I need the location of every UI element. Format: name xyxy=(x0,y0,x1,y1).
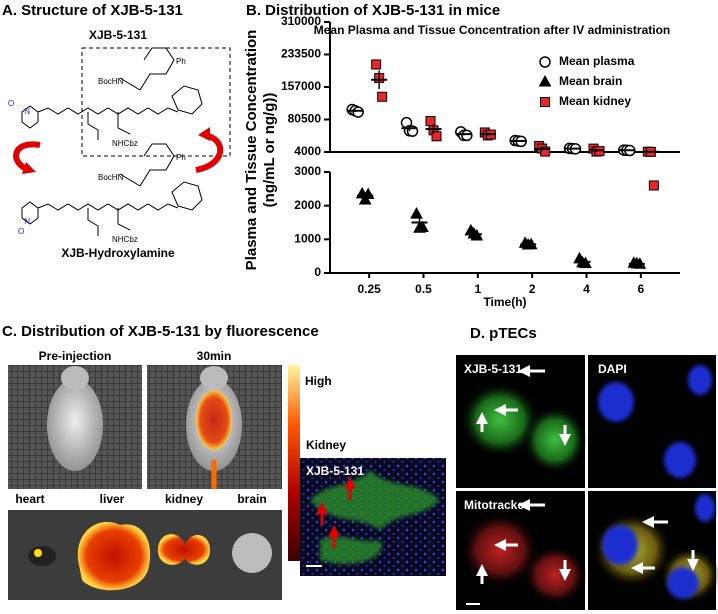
compound-name: XJB-Hydroxylamine xyxy=(61,246,175,260)
x-tick-label: 0.5 xyxy=(415,282,432,296)
atom-label: BocHN xyxy=(98,173,124,182)
panel-title: C. Distribution of XJB-5-131 by fluoresc… xyxy=(2,323,319,340)
x-axis-label: Time(h) xyxy=(483,295,526,309)
atom-label: BocHN xyxy=(98,77,124,86)
color-scale xyxy=(288,365,300,561)
organ-label: kidney xyxy=(165,492,203,506)
panel-c: C. Distribution of XJB-5-131 by fluoresc… xyxy=(2,323,446,600)
y-tick-label: 157000 xyxy=(281,79,321,93)
data-point xyxy=(431,131,442,142)
fluorescence xyxy=(34,549,42,557)
atom-label: O xyxy=(18,227,24,236)
y-axis-label: Plasma and Tissue Concentration xyxy=(243,30,260,271)
data-point xyxy=(377,91,388,102)
mouse xyxy=(47,379,103,471)
mouse xyxy=(61,366,89,390)
data-point xyxy=(410,207,423,219)
atom-label: N xyxy=(24,217,30,226)
photo-label: 30min xyxy=(197,349,232,363)
cell xyxy=(523,545,587,605)
arrows xyxy=(476,365,699,584)
legend-label: Mean brain xyxy=(559,74,622,88)
organ-label: liver xyxy=(100,492,125,506)
legend-marker xyxy=(539,56,551,68)
x-tick-label: 2 xyxy=(529,282,536,296)
y-tick-label: 2000 xyxy=(294,198,321,212)
channel-label: XJB-5-131 xyxy=(464,362,522,376)
organ-label: brain xyxy=(237,492,266,506)
y-tick-label: 80500 xyxy=(288,112,322,126)
panel-title: D. pTECs xyxy=(470,325,537,342)
micrograph-label: XJB-5-131 xyxy=(306,464,364,478)
scale-label: High xyxy=(305,374,332,388)
atom-label: NHCbz xyxy=(112,235,138,244)
reaction-arrow xyxy=(22,162,36,174)
structure-top xyxy=(21,47,203,140)
atom-label: O xyxy=(8,99,14,108)
fluorescence xyxy=(196,390,232,450)
panel-a: A. Structure of XJB-5-131 XJB-5-131 N O … xyxy=(2,2,231,260)
compound-name: XJB-5-131 xyxy=(89,28,147,42)
atom-label: Ph xyxy=(176,153,186,162)
x-tick-label: 1 xyxy=(474,282,481,296)
panel-d: D. pTECs XJB-5-131 DAPI Mitotracker xyxy=(456,325,718,610)
channel-label: Mitotracker xyxy=(464,498,529,512)
x-tick-label: 6 xyxy=(637,282,644,296)
y-tick-label: 233500 xyxy=(281,47,321,61)
nucleus xyxy=(688,365,712,395)
channel-label: DAPI xyxy=(598,362,627,376)
chart-subtitle: Mean Plasma and Tissue Concentration aft… xyxy=(314,23,671,37)
reaction-arrow xyxy=(198,127,210,141)
brain-organ xyxy=(232,533,272,573)
organ-label: heart xyxy=(15,492,44,506)
y-tick-label: 1000 xyxy=(294,232,321,246)
cell xyxy=(460,382,540,458)
atom-label: Ph xyxy=(176,57,186,66)
structure-bottom xyxy=(21,143,203,236)
atom-label: NHCbz xyxy=(112,139,138,148)
photo-label: Pre-injection xyxy=(39,349,112,363)
cell xyxy=(523,406,587,474)
panel-b: B. Distribution of XJB-5-131 in mice Mea… xyxy=(243,2,680,309)
atom-label: N xyxy=(24,107,30,116)
legend-label: Mean kidney xyxy=(559,94,631,108)
data-point xyxy=(540,146,551,157)
y-tick-label: 0 xyxy=(314,265,321,279)
legend-marker xyxy=(540,97,550,107)
heart xyxy=(28,546,56,566)
data-point xyxy=(425,115,436,126)
y-axis-label: (ng/mL or ng/g)) xyxy=(261,93,278,208)
y-tick-label: 4000 xyxy=(294,144,321,158)
liver xyxy=(77,521,151,591)
chart-title: B. Distribution of XJB-5-131 in mice xyxy=(246,2,500,19)
nucleus xyxy=(664,442,696,478)
kidney-organ xyxy=(157,534,210,565)
x-tick-label: 4 xyxy=(583,282,590,296)
nucleus xyxy=(695,494,715,522)
x-tick-label: 0.25 xyxy=(357,282,381,296)
nucleus xyxy=(598,382,634,422)
nucleus xyxy=(667,567,699,599)
legend-marker xyxy=(538,74,552,87)
nucleus xyxy=(602,525,638,565)
reaction-arrow xyxy=(195,132,224,173)
panel-title: A. Structure of XJB-5-131 xyxy=(2,2,183,19)
micrograph-title: Kidney xyxy=(306,438,346,452)
data-point xyxy=(648,180,659,191)
y-tick-label: 310000 xyxy=(281,14,321,28)
legend-label: Mean plasma xyxy=(559,54,635,68)
data-point xyxy=(371,59,382,70)
mouse xyxy=(200,366,228,390)
y-tick-label: 3000 xyxy=(294,164,321,178)
